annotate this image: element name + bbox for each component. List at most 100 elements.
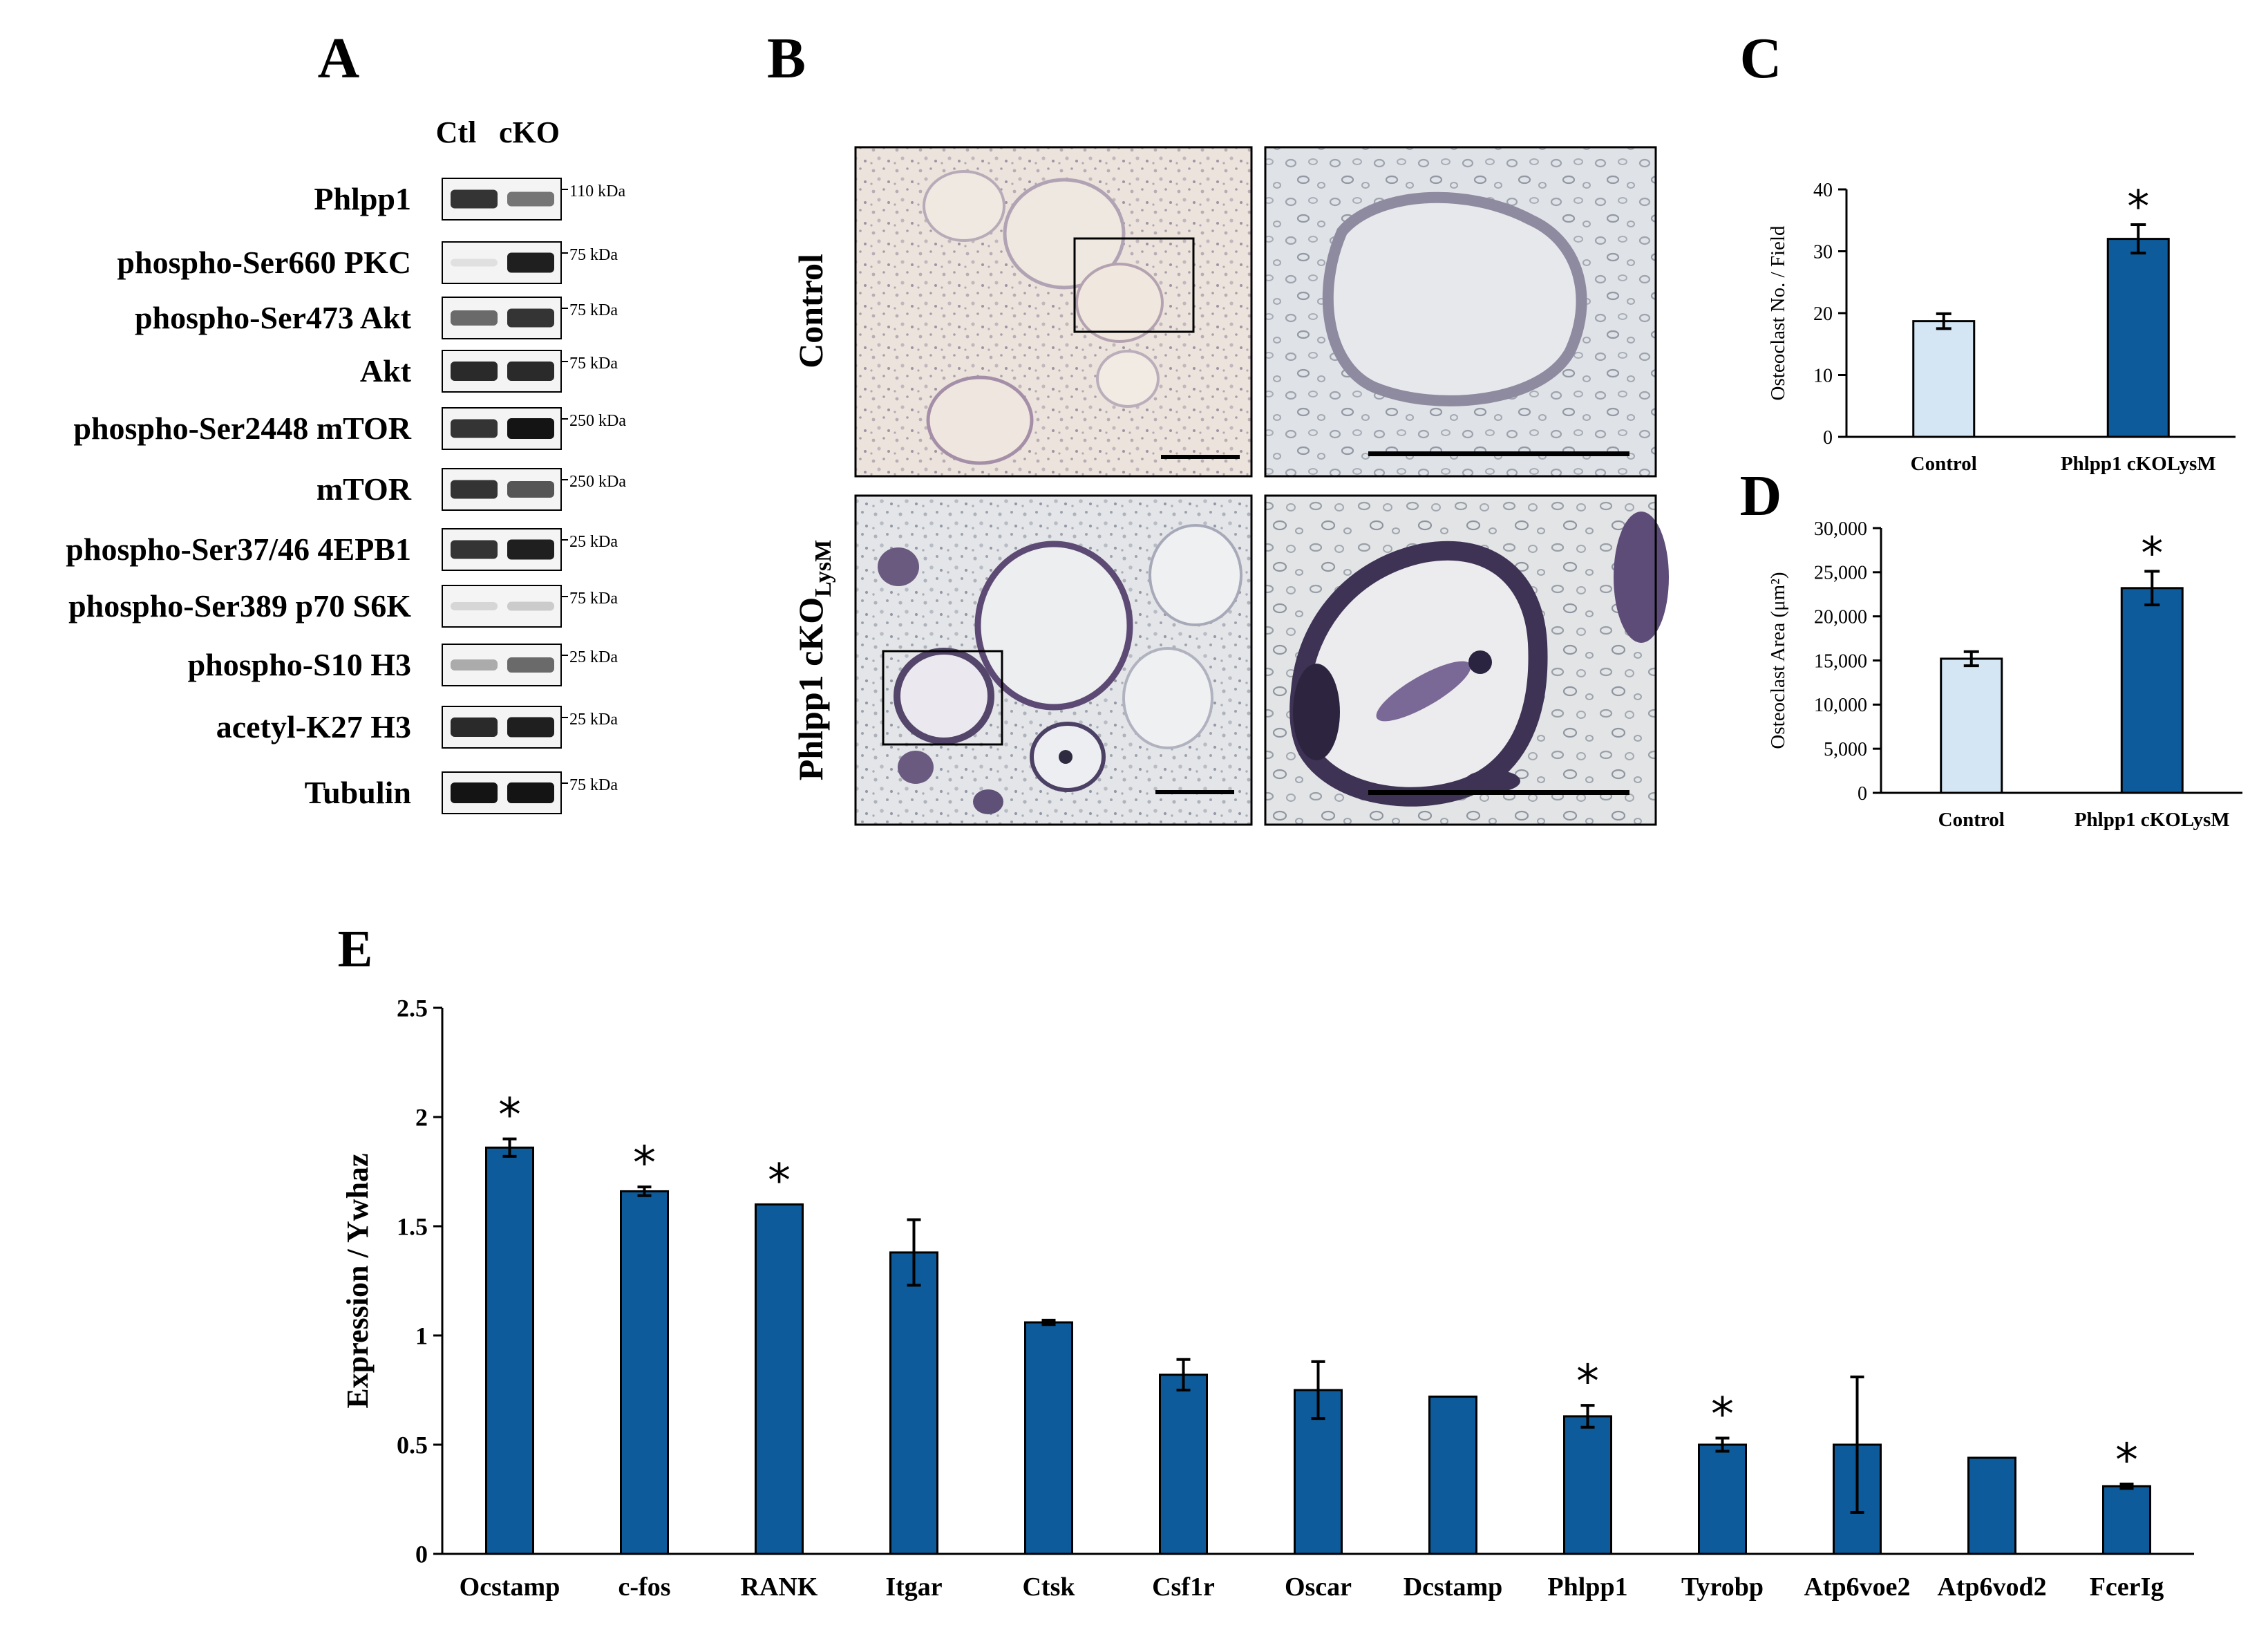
blot-band (507, 782, 554, 803)
x-tick-label: Phlpp1 (1547, 1573, 1627, 1602)
blot-band (451, 419, 498, 438)
zoom-box-control (1073, 237, 1195, 333)
zoom-box-cko (882, 650, 1003, 746)
panel-letter-a: A (318, 26, 360, 91)
scale-bar (1368, 451, 1629, 456)
y-tick-label: 15,000 (1814, 650, 1867, 672)
blot-label: phospho-Ser37/46 4EPB1 (66, 532, 411, 567)
panel-letter-e: E (338, 920, 373, 978)
x-tick-label: Phlpp1 cKOLysM (2061, 453, 2216, 475)
blot-band (507, 539, 554, 560)
scale-bar (1155, 790, 1234, 794)
row-label-cko-subscript: LysM (811, 540, 836, 597)
blot-row: Tubulin 75 kDa (305, 771, 618, 814)
blot-row: phospho-S10 H3 25 kDa (188, 644, 618, 686)
bar (2106, 238, 2170, 438)
marker-label: 25 kDa (569, 648, 618, 666)
marker-label: 75 kDa (569, 590, 618, 608)
y-tick-label: 1 (415, 1322, 428, 1350)
x-tick-label: RANK (741, 1573, 818, 1602)
blot-band (507, 481, 554, 498)
x-tick-label: Dcstamp (1404, 1573, 1503, 1602)
chart-gene-expression: 0 0.5 1 1.5 2 2.5 * Ocstamp * c-fos * RANK Itgar Ctsk… (341, 995, 2194, 1602)
x-tick-label: Ocstamp (460, 1573, 560, 1602)
x-tick-label: Csf1r (1152, 1573, 1215, 1602)
y-tick-label: 1.5 (397, 1213, 428, 1241)
bar (2120, 587, 2184, 794)
x-tick-label: Ctsk (1022, 1573, 1075, 1602)
lane-label-ctl: Ctl (436, 115, 477, 149)
marker-label: 75 kDa (569, 776, 618, 794)
blot-label: mTOR (316, 471, 412, 507)
marker-label: 110 kDa (569, 182, 625, 200)
micrograph-control-overview (854, 146, 1253, 478)
bar (1967, 1456, 2016, 1555)
blot-row: phospho-Ser2448 mTOR 250 kDa (73, 407, 626, 450)
bar (755, 1203, 804, 1555)
x-tick-label: Control (1938, 809, 2005, 831)
blot-band (507, 418, 554, 439)
chart-osteoclast-area: 0 5,000 10,000 15,000 20,000 25,000 30,000 Cont… (1767, 518, 2242, 831)
blot-band (451, 602, 498, 610)
blot-row: Akt 75 kDa (360, 350, 618, 393)
blot-row: Phlpp1 110 kDa (314, 178, 625, 221)
significance-star: * (2141, 529, 2163, 580)
y-tick-label: 2.5 (397, 995, 428, 1022)
significance-star: * (1711, 1388, 1734, 1441)
y-tick-label: 40 (1813, 180, 1833, 201)
blot-band (451, 717, 498, 737)
micrograph-panel: Control Phlpp1 cKOLysM (791, 146, 1669, 826)
x-tick-label: Phlpp1 cKOLysM (2075, 809, 2230, 831)
y-axis-label: Osteoclast No. / Field (1767, 225, 1789, 400)
bar (889, 1251, 938, 1555)
y-tick-label: 5,000 (1824, 739, 1867, 760)
blot-band (451, 189, 498, 209)
western-blot-panel: Ctl cKO Phlpp1 110 kDa phospho-Ser660 PKC 7… (66, 115, 626, 814)
y-tick-label: 2 (415, 1104, 428, 1132)
bar (1698, 1443, 1747, 1555)
blot-band (451, 659, 498, 670)
row-label-cko-main: Phlpp1 cKO (791, 597, 830, 780)
blot-band (451, 480, 498, 499)
panel-letter-d: D (1740, 464, 1782, 528)
blot-label: acetyl-K27 H3 (216, 709, 411, 744)
y-tick-label: 0.5 (397, 1432, 428, 1459)
y-tick-label: 20 (1813, 303, 1833, 325)
blot-band (451, 782, 498, 803)
blot-band (507, 191, 554, 207)
blot-band (507, 252, 554, 273)
blot-row: phospho-Ser389 p70 S6K 75 kDa (68, 585, 618, 628)
bar (1940, 657, 2003, 794)
significance-star: * (2115, 1434, 2138, 1487)
blot-band (507, 657, 554, 673)
blot-label: Akt (360, 353, 412, 388)
blot-row: phospho-Ser473 Akt 75 kDa (135, 297, 618, 339)
significance-star: * (2127, 182, 2149, 233)
marker-label: 75 kDa (569, 246, 618, 264)
micrograph-cko-overview (854, 494, 1253, 826)
blot-label: phospho-Ser660 PKC (117, 245, 411, 280)
chart-osteoclast-number: 0 10 20 30 40 Control * Phlpp1 cKOLysM Osteoclas… (1767, 180, 2236, 475)
marker-label: 250 kDa (569, 473, 626, 491)
panel-letter-c: C (1740, 26, 1782, 91)
blot-label: phospho-S10 H3 (188, 647, 411, 682)
x-tick-label: Itgar (885, 1573, 942, 1602)
scale-bar (1161, 455, 1240, 459)
y-axis-label: Osteoclast Area (μm²) (1767, 572, 1789, 749)
y-tick-label: 20,000 (1814, 606, 1867, 628)
micrograph-cko-zoom (1264, 494, 1669, 826)
significance-star: * (633, 1136, 656, 1190)
blot-band (507, 308, 554, 328)
significance-star: * (1576, 1355, 1599, 1408)
marker-label: 250 kDa (569, 412, 626, 430)
blot-label: phospho-Ser389 p70 S6K (68, 588, 411, 623)
blot-label: phospho-Ser2448 mTOR (73, 411, 411, 446)
bar (1159, 1373, 1208, 1555)
significance-star: * (498, 1089, 521, 1142)
bar (1563, 1415, 1612, 1555)
blot-row: mTOR 250 kDa (316, 468, 626, 511)
y-axis-label: Expression / Ywhaz (341, 1153, 375, 1408)
blot-band (507, 601, 554, 611)
panel-letter-b: B (767, 26, 806, 91)
blot-label: phospho-Ser473 Akt (135, 300, 412, 335)
